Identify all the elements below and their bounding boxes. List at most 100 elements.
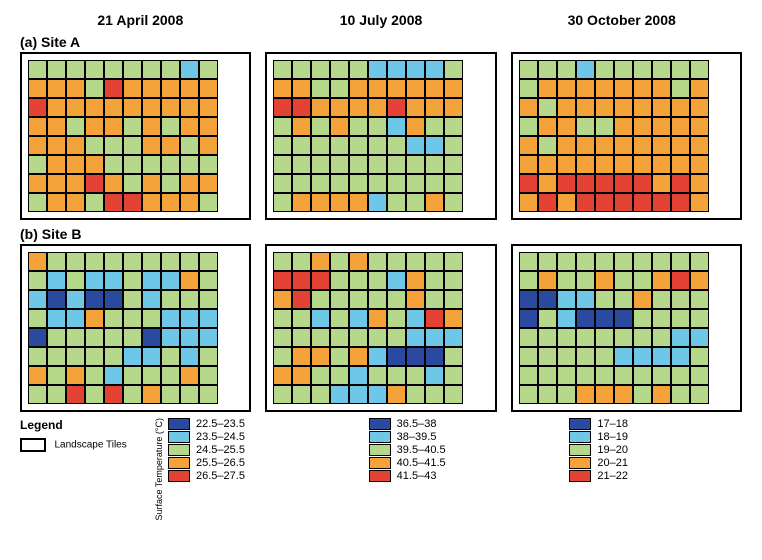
heatmap-cell bbox=[368, 79, 387, 98]
legend-item: 19–20 bbox=[569, 444, 628, 456]
heatmap-cell bbox=[349, 193, 368, 212]
heatmap-grid bbox=[519, 60, 734, 212]
heatmap-cell bbox=[85, 347, 104, 366]
heatmap-cell bbox=[330, 98, 349, 117]
heatmap-cell bbox=[66, 79, 85, 98]
heatmap-cell bbox=[292, 79, 311, 98]
heatmap-cell bbox=[28, 117, 47, 136]
heatmap-cell bbox=[28, 271, 47, 290]
heatmap-panel-b-1 bbox=[265, 244, 496, 412]
heatmap-cell bbox=[142, 252, 161, 271]
heatmap-cell bbox=[104, 193, 123, 212]
heatmap-cell bbox=[292, 60, 311, 79]
heatmap-cell bbox=[104, 79, 123, 98]
heatmap-cell bbox=[368, 117, 387, 136]
heatmap-cell bbox=[66, 309, 85, 328]
heatmap-cell bbox=[614, 385, 633, 404]
heatmap-cell bbox=[180, 79, 199, 98]
heatmap-cell bbox=[123, 328, 142, 347]
heatmap-cell bbox=[330, 193, 349, 212]
heatmap-cell bbox=[161, 328, 180, 347]
heatmap-cell bbox=[595, 385, 614, 404]
heatmap-cell bbox=[349, 347, 368, 366]
heatmap-cell bbox=[292, 193, 311, 212]
legend-item: 26.5–27.5 bbox=[168, 470, 245, 482]
heatmap-grid bbox=[273, 60, 488, 212]
heatmap-cell bbox=[161, 193, 180, 212]
legend-range-label: 22.5–23.5 bbox=[196, 418, 245, 430]
heatmap-cell bbox=[161, 79, 180, 98]
legend-ylabel: Surface Temperature (°C) bbox=[154, 418, 164, 520]
legend-range-label: 38–39.5 bbox=[397, 431, 437, 443]
heatmap-cell bbox=[180, 328, 199, 347]
heatmap-cell bbox=[66, 347, 85, 366]
heatmap-cell bbox=[557, 117, 576, 136]
heatmap-cell bbox=[47, 117, 66, 136]
heatmap-cell bbox=[47, 366, 66, 385]
heatmap-cell bbox=[652, 252, 671, 271]
heatmap-cell bbox=[595, 174, 614, 193]
heatmap-cell bbox=[595, 347, 614, 366]
heatmap-cell bbox=[292, 385, 311, 404]
legend-swatch bbox=[369, 444, 391, 456]
heatmap-cell bbox=[142, 309, 161, 328]
heatmap-cell bbox=[104, 290, 123, 309]
heatmap-cell bbox=[161, 347, 180, 366]
heatmap-cell bbox=[690, 290, 709, 309]
heatmap-cell bbox=[28, 155, 47, 174]
legend-range-label: 41.5–43 bbox=[397, 470, 437, 482]
heatmap-cell bbox=[652, 174, 671, 193]
heatmap-cell bbox=[47, 193, 66, 212]
heatmap-cell bbox=[311, 328, 330, 347]
date-label-0: 21 April 2008 bbox=[20, 12, 261, 28]
heatmap-cell bbox=[311, 366, 330, 385]
heatmap-cell bbox=[633, 79, 652, 98]
heatmap-cell bbox=[595, 155, 614, 174]
heatmap-cell bbox=[104, 366, 123, 385]
heatmap-cell bbox=[519, 271, 538, 290]
heatmap-cell bbox=[273, 79, 292, 98]
heatmap-cell bbox=[85, 117, 104, 136]
legend-title: Legend bbox=[20, 418, 140, 432]
heatmap-cell bbox=[368, 366, 387, 385]
heatmap-cell bbox=[425, 252, 444, 271]
heatmap-cell bbox=[538, 193, 557, 212]
heatmap-cell bbox=[576, 174, 595, 193]
heatmap-cell bbox=[123, 60, 142, 79]
legend-col-0: Surface Temperature (°C) 22.5–23.523.5–2… bbox=[154, 418, 341, 520]
heatmap-cell bbox=[595, 60, 614, 79]
heatmap-cell bbox=[311, 385, 330, 404]
heatmap-cell bbox=[690, 174, 709, 193]
heatmap-cell bbox=[199, 136, 218, 155]
heatmap-cell bbox=[406, 309, 425, 328]
heatmap-cell bbox=[368, 252, 387, 271]
heatmap-cell bbox=[576, 193, 595, 212]
legend-swatch bbox=[369, 431, 391, 443]
heatmap-cell bbox=[199, 366, 218, 385]
heatmap-cell bbox=[557, 290, 576, 309]
heatmap-cell bbox=[66, 98, 85, 117]
heatmap-cell bbox=[444, 193, 463, 212]
heatmap-cell bbox=[406, 79, 425, 98]
legend-item: 38–39.5 bbox=[369, 431, 446, 443]
heatmap-cell bbox=[519, 174, 538, 193]
heatmap-cell bbox=[199, 271, 218, 290]
heatmap-cell bbox=[47, 79, 66, 98]
heatmap-cell bbox=[161, 271, 180, 290]
date-label-2: 30 October 2008 bbox=[501, 12, 742, 28]
heatmap-cell bbox=[142, 79, 161, 98]
heatmap-cell bbox=[330, 347, 349, 366]
heatmap-cell bbox=[633, 347, 652, 366]
heatmap-cell bbox=[633, 366, 652, 385]
heatmap-cell bbox=[349, 174, 368, 193]
legend-item: 39.5–40.5 bbox=[369, 444, 446, 456]
heatmap-cell bbox=[519, 79, 538, 98]
heatmap-cell bbox=[104, 155, 123, 174]
legend-swatch bbox=[168, 457, 190, 469]
heatmap-cell bbox=[292, 309, 311, 328]
heatmap-cell bbox=[368, 347, 387, 366]
heatmap-cell bbox=[652, 366, 671, 385]
heatmap-cell bbox=[85, 174, 104, 193]
heatmap-cell bbox=[652, 117, 671, 136]
heatmap-cell bbox=[273, 136, 292, 155]
